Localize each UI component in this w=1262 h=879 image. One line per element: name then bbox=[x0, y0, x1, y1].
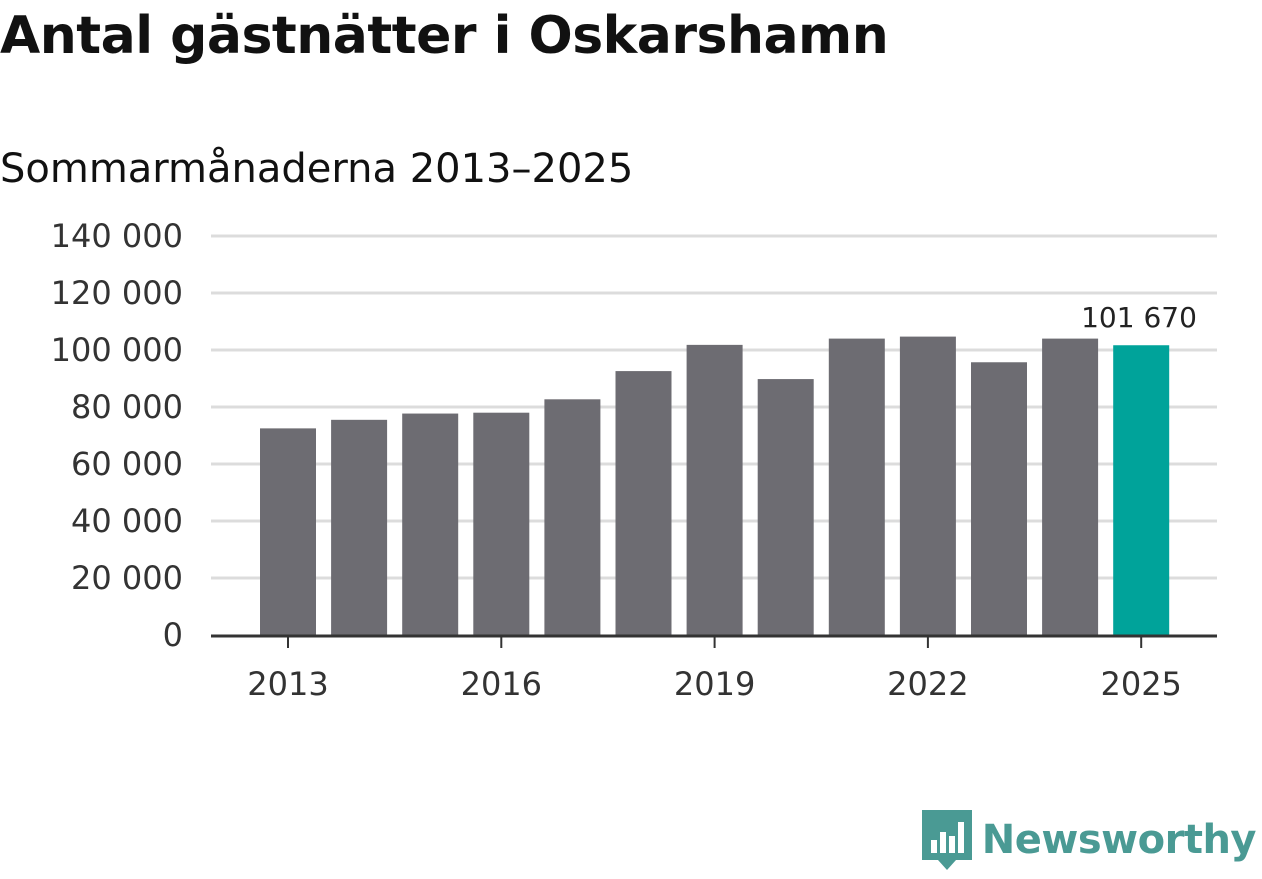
bar-2015 bbox=[402, 413, 459, 635]
bar-2014 bbox=[331, 419, 388, 635]
bar-2019 bbox=[686, 344, 743, 635]
bar-2017 bbox=[544, 399, 601, 635]
bar-2018 bbox=[615, 371, 672, 635]
y-tick-label: 140 000 bbox=[51, 217, 183, 255]
bar-2020 bbox=[757, 379, 814, 635]
x-tick-label: 2016 bbox=[461, 665, 542, 703]
x-tick-label: 2022 bbox=[887, 665, 968, 703]
bar-2016 bbox=[473, 412, 530, 635]
bar-2023 bbox=[971, 362, 1027, 635]
chart-subtitle: Sommarmånaderna 2013–2025 bbox=[0, 146, 634, 192]
bar-2021 bbox=[828, 338, 885, 635]
y-tick-label: 0 bbox=[163, 616, 183, 654]
bar-2022 bbox=[899, 336, 956, 635]
y-tick-label: 60 000 bbox=[71, 445, 183, 483]
brand-logo: Newsworthy bbox=[921, 809, 1257, 871]
chart-title: Antal gästnätter i Oskarshamn bbox=[0, 6, 889, 66]
y-tick-label: 120 000 bbox=[51, 274, 183, 312]
x-tick-label: 2025 bbox=[1100, 665, 1181, 703]
bar-2013 bbox=[260, 428, 316, 635]
y-tick-label: 100 000 bbox=[51, 331, 183, 369]
newsworthy-logo-icon bbox=[921, 810, 972, 870]
y-tick-label: 80 000 bbox=[71, 388, 183, 426]
y-tick-label: 40 000 bbox=[71, 502, 183, 540]
x-tick-label: 2019 bbox=[674, 665, 755, 703]
bar-2024 bbox=[1042, 338, 1099, 635]
brand-name: Newsworthy bbox=[981, 817, 1257, 863]
x-tick-label: 2013 bbox=[247, 665, 328, 703]
y-tick-label: 20 000 bbox=[71, 559, 183, 597]
data-label-2025: 101 670 bbox=[1081, 301, 1197, 334]
bar-2025 bbox=[1113, 345, 1170, 635]
